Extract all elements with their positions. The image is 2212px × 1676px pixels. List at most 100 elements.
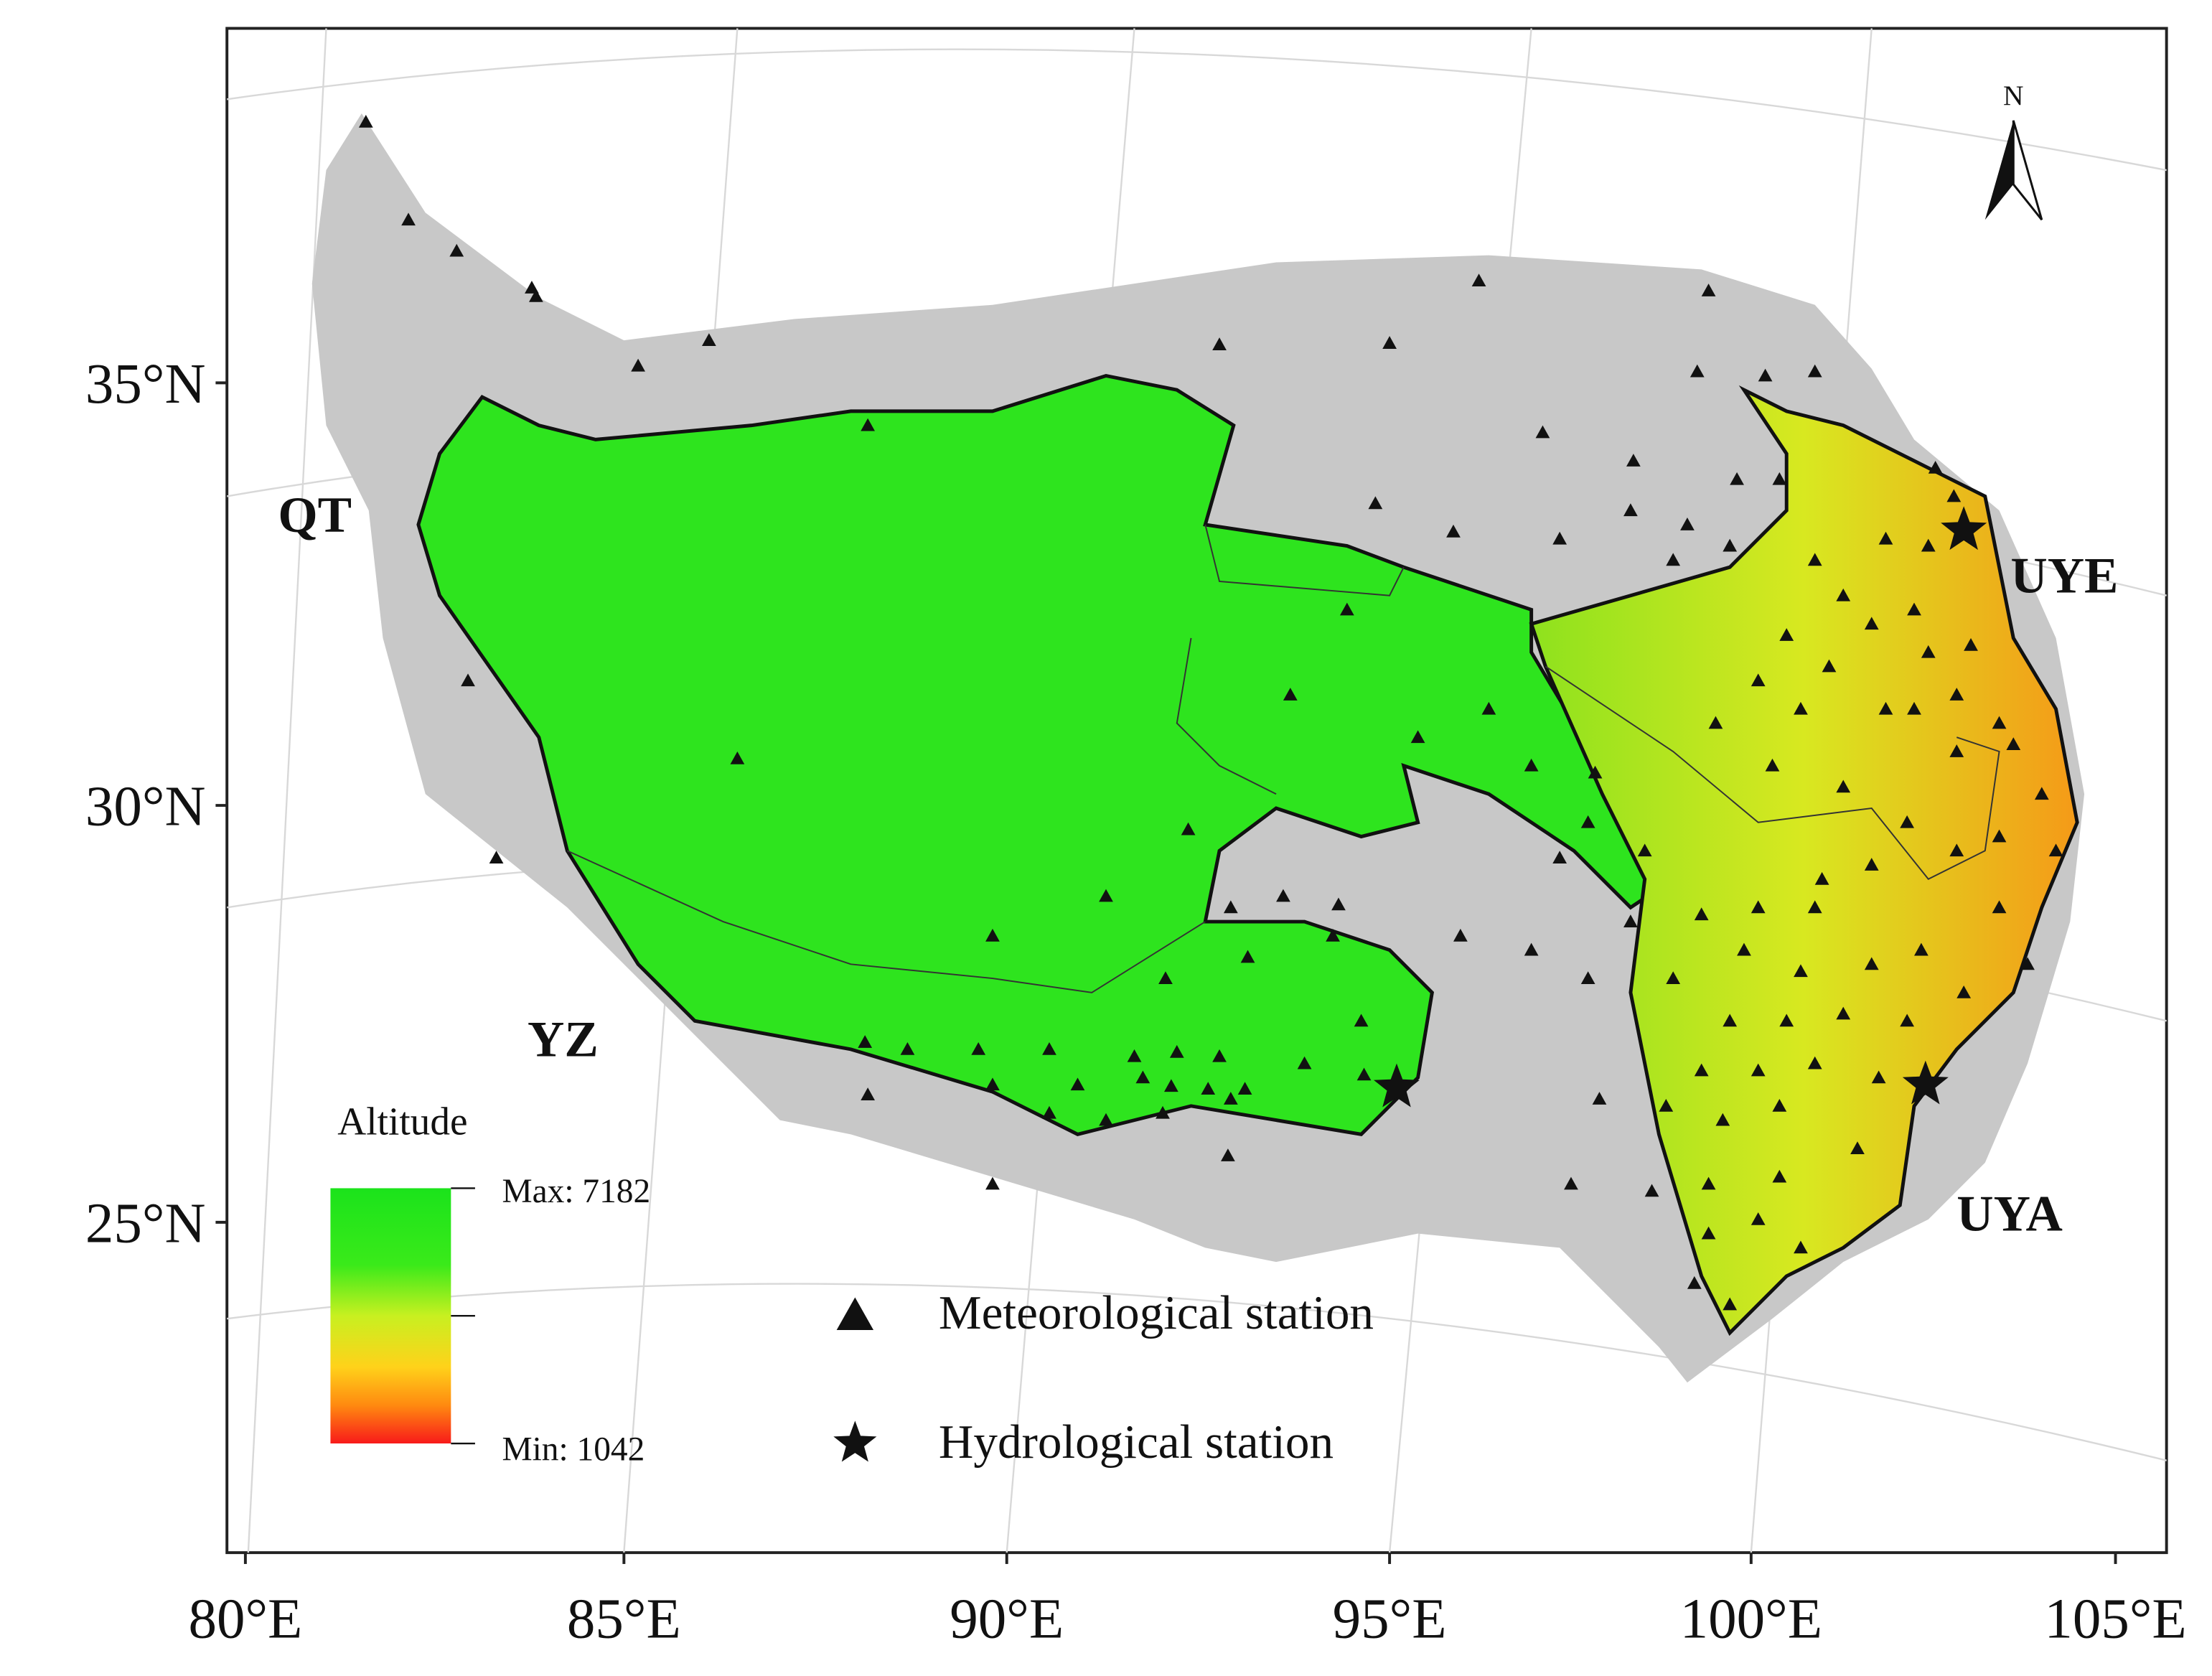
lon-label: 90°E bbox=[950, 1588, 1064, 1651]
meteorological-station bbox=[1659, 1098, 1674, 1112]
meteorological-station bbox=[1552, 851, 1567, 864]
meteorological-station bbox=[1156, 1105, 1170, 1119]
meteorological-station bbox=[449, 243, 464, 257]
meteorological-station bbox=[1276, 889, 1290, 902]
meteorological-station bbox=[2048, 843, 2063, 857]
meteorological-station bbox=[1807, 364, 1822, 378]
meteorological-station bbox=[1221, 1148, 1235, 1161]
meteorological-station bbox=[1453, 928, 1468, 942]
legend-min: Min: 1042 bbox=[502, 1431, 645, 1469]
meteorological-station bbox=[1181, 822, 1196, 835]
meteorological-station bbox=[900, 1041, 915, 1055]
meteorological-station bbox=[861, 418, 875, 431]
legend-star bbox=[833, 1420, 877, 1462]
meteorological-station bbox=[1626, 454, 1641, 467]
meteorological-station bbox=[2034, 787, 2049, 800]
station-markers bbox=[358, 115, 2063, 1311]
meteorological-station bbox=[401, 212, 416, 226]
meteorological-station bbox=[1687, 1275, 1702, 1289]
lat-label: 35°N bbox=[85, 353, 206, 416]
meteorological-station bbox=[1680, 518, 1695, 530]
meteorological-station bbox=[525, 281, 539, 294]
legend-triangle bbox=[836, 1297, 874, 1330]
meteorological-station bbox=[1751, 673, 1766, 687]
meteorological-station bbox=[1907, 701, 1921, 715]
meteorological-station bbox=[1708, 716, 1723, 729]
meteorological-station bbox=[985, 1077, 1000, 1091]
lon-label: 95°E bbox=[1333, 1588, 1447, 1651]
region-label: QT bbox=[278, 487, 352, 543]
meteorological-station bbox=[1751, 1063, 1766, 1077]
meteorological-station bbox=[1552, 531, 1567, 545]
meteorological-station bbox=[1964, 637, 1978, 651]
meteorological-station bbox=[1588, 765, 1603, 779]
meteorological-station bbox=[489, 851, 504, 864]
meteorological-station bbox=[1524, 942, 1539, 956]
meteorological-station bbox=[1666, 553, 1681, 566]
meteorological-station bbox=[1644, 1184, 1659, 1197]
meteorological-station bbox=[1701, 1176, 1716, 1190]
meteorological-station bbox=[1946, 489, 1962, 502]
meteorological-station bbox=[1580, 971, 1595, 984]
meteorological-station bbox=[1127, 1049, 1142, 1062]
meteorological-station bbox=[1765, 758, 1780, 772]
meteorological-station bbox=[1751, 900, 1766, 914]
north-label: N bbox=[2003, 80, 2024, 111]
meteorological-station bbox=[1481, 701, 1496, 715]
meteorological-station bbox=[1169, 1044, 1184, 1058]
meteorological-station bbox=[1666, 971, 1681, 984]
legend-max: Max: 7182 bbox=[502, 1173, 650, 1210]
meteorological-station bbox=[861, 1087, 875, 1100]
meteorological-station bbox=[1163, 1079, 1178, 1092]
legend-hydrological: Hydrological station bbox=[939, 1415, 1334, 1469]
lat-label: 30°N bbox=[85, 776, 206, 838]
meteorological-station bbox=[1723, 538, 1738, 552]
meteorological-station bbox=[1822, 659, 1837, 673]
meteorological-station bbox=[1956, 985, 1972, 998]
meteorological-station bbox=[2020, 957, 2035, 970]
meteorological-station bbox=[1723, 1297, 1738, 1311]
meteorological-station bbox=[1949, 688, 1964, 701]
sub-basin-boundaries bbox=[566, 524, 2000, 993]
meteorological-station bbox=[1326, 928, 1340, 942]
meteorological-station bbox=[1921, 645, 1936, 658]
meteorological-station bbox=[1637, 843, 1652, 857]
lon-label: 105°E bbox=[2044, 1588, 2186, 1651]
meteorological-station bbox=[1471, 273, 1486, 287]
legend-title: Altitude bbox=[337, 1099, 467, 1143]
meteorological-station bbox=[1807, 553, 1822, 566]
meteorological-station bbox=[1446, 524, 1461, 538]
meteorological-station bbox=[1297, 1056, 1312, 1069]
meteorological-station bbox=[1878, 701, 1893, 715]
meteorological-station bbox=[1564, 1176, 1578, 1190]
meteorological-station bbox=[1730, 472, 1744, 485]
meteorological-station bbox=[1223, 1092, 1238, 1105]
legend-meteorological: Meteorological station bbox=[939, 1286, 1374, 1339]
meteorological-station bbox=[1949, 843, 1964, 857]
meteorological-station bbox=[1535, 425, 1550, 439]
meteorological-station bbox=[1836, 1006, 1851, 1020]
meteorological-station bbox=[1723, 1013, 1738, 1027]
meteorological-station bbox=[1914, 942, 1929, 956]
meteorological-station bbox=[1794, 964, 1808, 978]
basin-west bbox=[416, 373, 1676, 1137]
meteorological-station bbox=[730, 751, 745, 764]
meteorological-station bbox=[858, 1035, 873, 1048]
meteorological-station bbox=[1592, 1092, 1607, 1105]
meteorological-station bbox=[1212, 337, 1227, 350]
meteorological-station bbox=[1694, 907, 1709, 921]
meteorological-station bbox=[1992, 900, 2007, 914]
region-label: YZ bbox=[528, 1012, 599, 1068]
meteorological-station bbox=[1900, 815, 1915, 828]
hydrological-station bbox=[1941, 506, 1987, 551]
meteorological-station bbox=[1772, 1098, 1787, 1112]
meteorological-station bbox=[1794, 701, 1808, 715]
hydrological-station bbox=[1902, 1060, 1949, 1105]
meteorological-station bbox=[1907, 602, 1921, 616]
meteorological-station bbox=[1992, 829, 2007, 843]
north-arrow: N bbox=[1984, 80, 2043, 221]
meteorological-station bbox=[1758, 368, 1773, 382]
meteorological-station bbox=[1623, 914, 1638, 927]
meteorological-station bbox=[1772, 472, 1787, 485]
lon-label: 100°E bbox=[1680, 1588, 1822, 1651]
